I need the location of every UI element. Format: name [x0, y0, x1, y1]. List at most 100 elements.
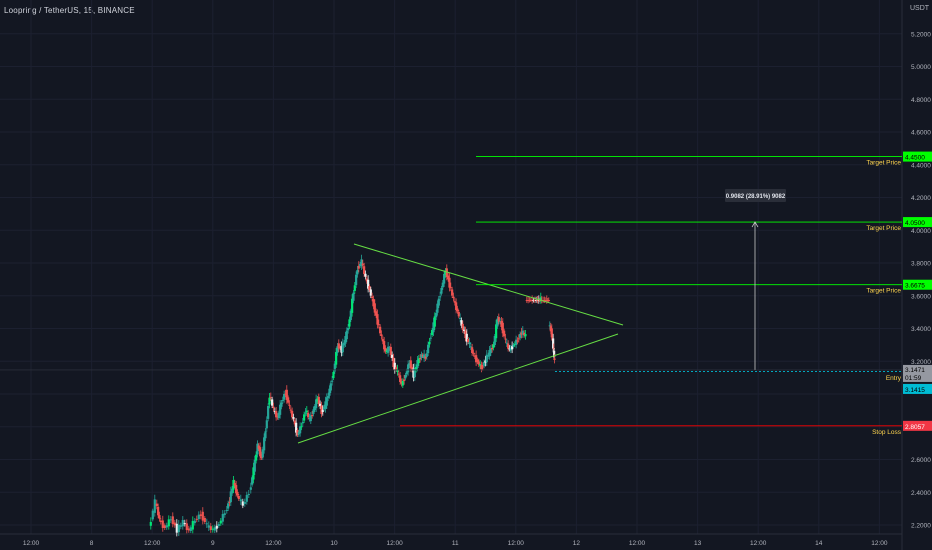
candle-body — [528, 300, 531, 301]
candle-body — [365, 278, 368, 282]
candle-body — [158, 515, 161, 519]
candle-body — [201, 511, 204, 521]
candle-body — [547, 300, 550, 301]
candle-body — [535, 300, 538, 301]
stop-loss-label: Stop Loss — [872, 429, 902, 436]
candle-body — [400, 381, 403, 384]
candle-body — [323, 406, 326, 410]
candle-body — [311, 415, 314, 417]
y-tick-label: 4.6000 — [911, 130, 931, 137]
candle-body — [391, 354, 394, 359]
candle-body — [295, 422, 298, 433]
candle-body — [480, 364, 483, 370]
y-tick-label: 5.0000 — [911, 64, 931, 71]
candle-body — [491, 348, 494, 350]
candle-body — [193, 520, 196, 524]
candle-body — [521, 330, 524, 335]
candle-body — [427, 344, 430, 354]
candle-body — [456, 308, 459, 312]
candle-body — [321, 409, 324, 412]
x-tick-label: 12:00 — [508, 540, 525, 547]
x-tick-label: 13 — [694, 540, 702, 547]
candle-body — [484, 360, 487, 363]
candle-body — [253, 459, 256, 472]
candle-body — [420, 354, 423, 358]
measure-label-box — [725, 189, 786, 202]
candle-body — [367, 279, 370, 289]
candle-body — [197, 514, 200, 520]
entry-tag — [903, 383, 932, 394]
candle-body — [167, 519, 170, 527]
candle-body — [236, 491, 239, 496]
candle-body — [419, 358, 422, 360]
candle-body — [463, 329, 466, 332]
currency-label: USDT — [910, 5, 930, 12]
candle-body — [229, 491, 232, 503]
candle-body — [161, 520, 164, 528]
y-tick-label: 2.2000 — [911, 523, 931, 530]
candle-body — [347, 327, 350, 331]
entry-tag-text: 3.1415 — [905, 387, 925, 394]
candle-body — [376, 314, 379, 325]
candle-body — [287, 397, 290, 403]
candle-body — [479, 364, 482, 366]
candle-body — [475, 355, 478, 363]
candle-body — [219, 520, 222, 524]
candle-body — [227, 503, 230, 509]
y-tick-label: 3.6000 — [911, 293, 931, 300]
candle-body — [447, 275, 450, 280]
candle-body — [183, 523, 186, 525]
candle-body — [275, 411, 278, 418]
candle-body — [233, 483, 236, 486]
candle-body — [195, 518, 198, 520]
target-price-label: Target Price — [866, 160, 901, 167]
candle-body — [345, 330, 348, 340]
candle-body — [431, 330, 434, 335]
candle-body — [523, 332, 526, 336]
candle-body — [481, 366, 484, 368]
candle-body — [211, 528, 214, 530]
candle-body — [483, 362, 486, 366]
candle-body — [337, 343, 340, 349]
candle-body — [281, 399, 284, 401]
candle-body — [239, 499, 242, 502]
candle-body — [424, 356, 427, 359]
candle-body — [379, 326, 382, 334]
candle-body — [255, 454, 258, 461]
y-tick-label: 3.4000 — [911, 326, 931, 333]
candle-body — [153, 499, 156, 513]
candle-body — [327, 395, 330, 399]
candle-body — [531, 300, 534, 301]
candle-body — [392, 357, 395, 367]
candle-body — [352, 292, 355, 301]
candle-body — [425, 353, 428, 357]
candle-body — [293, 420, 296, 425]
candle-body — [488, 350, 491, 357]
candle-body — [520, 332, 523, 335]
triangle-lower-line — [297, 333, 619, 444]
candle-body — [169, 519, 172, 521]
candle-body — [289, 409, 292, 411]
candle-body — [267, 406, 270, 419]
candle-body — [225, 509, 228, 511]
candle-body — [440, 288, 443, 294]
x-tick-label: 12:00 — [750, 540, 767, 547]
candle-body — [207, 525, 210, 528]
candle-body — [171, 516, 174, 524]
candle-body — [505, 342, 508, 344]
candle-body — [259, 447, 262, 457]
candle-body — [288, 404, 291, 406]
candle-body — [320, 405, 323, 414]
candle-body — [499, 321, 502, 323]
candle-body — [276, 415, 279, 418]
candle-body — [493, 336, 496, 345]
candle-body — [339, 347, 342, 349]
candle-body — [416, 360, 419, 368]
candle-body — [501, 322, 504, 334]
candle-body — [189, 527, 192, 531]
y-tick-label: 4.8000 — [911, 97, 931, 104]
candle-body — [429, 337, 432, 339]
candle-body — [324, 401, 327, 409]
candle-body — [423, 354, 426, 359]
